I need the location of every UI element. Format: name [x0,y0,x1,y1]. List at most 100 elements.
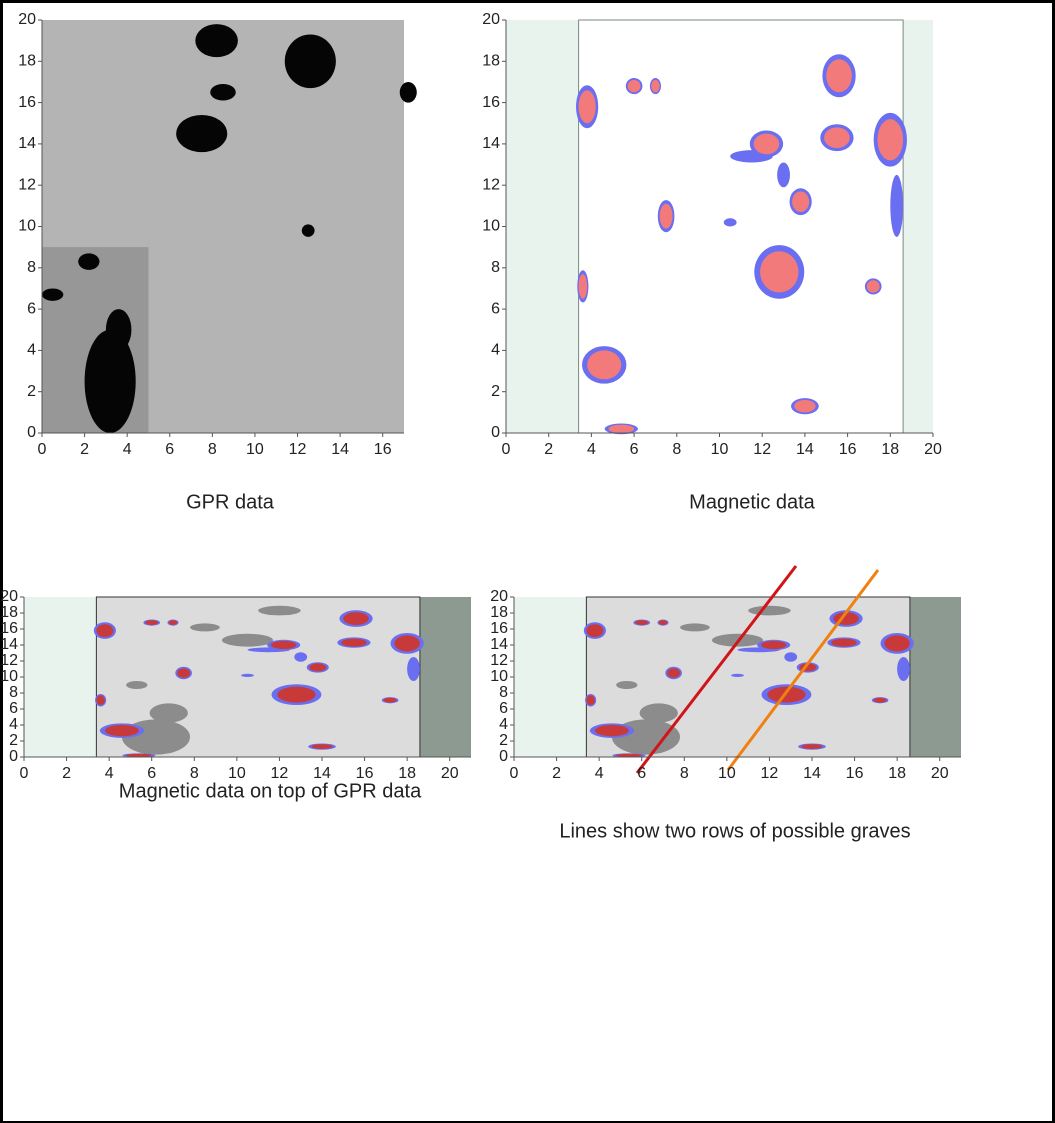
magnetic-high [309,663,327,672]
y-tick-label: 18 [18,53,36,70]
magnetic-high [651,79,660,93]
magnetic-high [627,79,641,93]
x-tick-label: 16 [839,441,857,458]
x-tick-label: 12 [761,765,779,782]
magnetic-high [343,612,369,625]
x-tick-label: 10 [718,765,736,782]
gpr-anomaly [284,34,336,89]
magnetic-low [407,657,420,681]
gpr-margin [909,597,961,757]
caption: Lines show two rows of possible graves [559,820,910,842]
gpr-anomaly [78,253,100,270]
magnetic-high [866,280,880,293]
y-tick-label: 10 [0,668,18,685]
y-tick-label: 18 [0,604,18,621]
x-tick-label: 0 [510,765,519,782]
x-tick-label: 2 [552,765,561,782]
magnetic-high [586,624,604,637]
y-tick-label: 0 [499,748,508,765]
magnetic-high [578,273,588,299]
x-tick-label: 6 [637,765,646,782]
grave-row [726,569,880,771]
gpr-anomaly [639,703,678,723]
gpr-anomaly [105,309,132,351]
x-tick-label: 16 [356,765,374,782]
magnetic-high [126,753,152,758]
y-tick-label: 12 [0,652,18,669]
y-tick-label: 16 [18,94,36,111]
y-tick-label: 0 [491,424,500,441]
magnetic-high [635,620,649,625]
magnetic-high [792,191,810,213]
magnetic-low [294,652,308,662]
magnetic-low [897,657,910,681]
magnetic-high [168,620,178,625]
magnetic-high [873,697,887,703]
magnetic-high [801,744,823,749]
magnetic-high [826,59,852,93]
x-tick-label: 16 [374,441,392,458]
y-tick-label: 2 [499,732,508,749]
y-tick-label: 4 [499,716,508,733]
y-tick-label: 2 [9,732,18,749]
x-tick-label: 10 [711,441,729,458]
magnetic-high [383,697,397,703]
y-tick-label: 8 [499,684,508,701]
x-tick-label: 4 [595,765,604,782]
y-tick-label: 12 [490,652,508,669]
gpr-anomaly [126,681,148,689]
x-tick-label: 4 [587,441,596,458]
gpr-anomaly [258,605,301,616]
magnetic-high [608,424,635,433]
magnetic-low [777,162,790,188]
x-tick-label: 20 [924,441,942,458]
magnetic-high [145,620,159,625]
x-tick-label: 2 [544,441,553,458]
y-tick-label: 12 [18,176,36,193]
magnetic-high [270,641,297,649]
y-tick-label: 14 [490,636,508,653]
gpr-anomaly [149,703,188,723]
y-tick-label: 20 [482,11,500,28]
panel: 0 2 4 6 8 10 12 14 16 0 2 4 6 8 10 12 14 16 18 20 GPR data [18,11,417,513]
x-tick-label: 14 [313,765,331,782]
y-tick-label: 4 [9,716,18,733]
magnetic-low [731,673,744,678]
y-tick-label: 12 [482,176,500,193]
magnetic-high [877,119,904,161]
magnetic-high [104,725,139,737]
gpr-margin [419,597,471,757]
gpr-anomaly [680,623,710,632]
magnetic-high [616,753,642,758]
magnetic-high [586,695,595,705]
y-tick-label: 0 [27,424,36,441]
x-tick-label: 14 [803,765,821,782]
magnetic-high [594,725,629,737]
y-tick-label: 16 [490,620,508,637]
magnetic-high [667,668,681,678]
caption: GPR data [186,491,275,513]
magnetic-high [760,641,787,649]
magnetic-high [767,686,806,703]
x-tick-label: 8 [190,765,199,782]
gpr-anomaly [748,605,791,616]
y-tick-label: 8 [491,259,500,276]
magnetic-high [578,90,596,124]
magnetic-high [753,133,780,155]
magnetic-high [587,350,622,380]
gpr-anomaly [42,288,64,301]
x-tick-label: 18 [881,441,899,458]
y-tick-label: 10 [482,218,500,235]
y-tick-label: 16 [0,620,18,637]
y-tick-label: 0 [9,748,18,765]
magnetic-high [96,695,105,705]
x-tick-label: 14 [331,441,349,458]
magnetic-high [884,635,910,652]
x-tick-label: 18 [888,765,906,782]
magnetic-high [831,638,857,647]
y-tick-label: 8 [27,259,36,276]
x-tick-label: 6 [147,765,156,782]
x-tick-label: 0 [502,441,511,458]
magnetic-high [341,638,367,647]
gpr-anomaly [84,329,136,433]
